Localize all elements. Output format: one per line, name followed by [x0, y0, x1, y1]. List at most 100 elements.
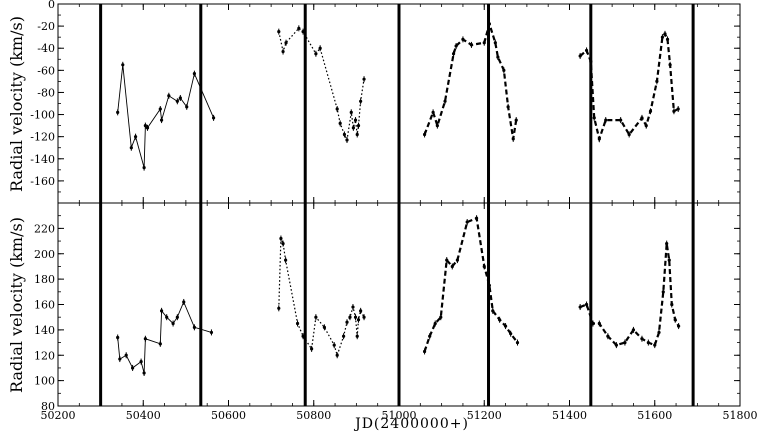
x-tick-label: 51000 — [382, 409, 417, 422]
data-point — [514, 118, 518, 122]
data-point — [279, 236, 283, 241]
data-point — [597, 137, 601, 141]
data-point — [171, 321, 175, 326]
data-point — [665, 37, 670, 41]
data-point — [118, 357, 122, 361]
data-point — [143, 337, 147, 341]
x-tick-label: 50400 — [126, 409, 161, 422]
data-point — [362, 77, 366, 81]
lower-panel: 80 100 120 140 160 180 200 220 50200 50400 50600 50… — [34, 202, 758, 422]
y-tick-label: 140 — [34, 324, 55, 337]
data-point — [493, 41, 497, 45]
data-point — [506, 105, 510, 109]
y-tick-label: 80 — [41, 400, 55, 413]
data-point — [482, 264, 486, 269]
data-point — [640, 337, 644, 341]
data-point — [676, 107, 680, 111]
y-tick-label: -140 — [30, 153, 55, 166]
data-point — [497, 318, 502, 322]
series-line-1 — [117, 300, 212, 374]
data-point — [338, 121, 342, 125]
data-point — [578, 305, 582, 309]
series-line-3 — [423, 19, 518, 140]
data-point — [314, 315, 318, 319]
data-point — [301, 30, 305, 34]
data-point — [130, 366, 135, 370]
y-tick-label: 160 — [34, 299, 55, 312]
data-point — [277, 30, 281, 34]
y-tick-label: -80 — [37, 86, 55, 99]
data-point — [509, 332, 513, 336]
data-point — [345, 320, 349, 324]
data-point — [461, 37, 465, 41]
data-point — [653, 343, 657, 347]
data-point — [670, 302, 674, 307]
data-point — [133, 135, 138, 139]
data-point — [192, 325, 196, 329]
data-point — [185, 105, 189, 109]
data-point — [584, 48, 589, 53]
data-point — [578, 54, 582, 58]
data-point — [301, 334, 305, 338]
data-point — [465, 220, 469, 224]
data-point — [348, 315, 352, 319]
data-point — [655, 79, 659, 83]
x-tick-label: 51600 — [637, 409, 672, 422]
data-point — [281, 49, 285, 54]
data-point — [627, 132, 631, 137]
data-point — [443, 99, 447, 103]
y-tick-label: -160 — [30, 175, 55, 188]
data-point — [335, 107, 339, 111]
x-tick-label: 51200 — [467, 409, 502, 422]
data-point — [341, 334, 346, 338]
data-point — [359, 99, 363, 103]
data-point — [503, 324, 508, 328]
data-point — [648, 109, 653, 113]
data-point — [614, 343, 618, 347]
data-point — [345, 138, 349, 142]
data-point — [277, 306, 281, 310]
x-axis-label: JD(2400000+) — [353, 416, 469, 431]
data-point — [487, 22, 491, 26]
data-point — [142, 371, 146, 375]
data-point — [589, 59, 593, 64]
data-point — [145, 126, 150, 130]
data-point — [606, 334, 610, 338]
data-point — [353, 315, 358, 319]
data-point — [351, 305, 355, 309]
y-tick-label: -40 — [37, 42, 55, 55]
data-point — [604, 118, 608, 122]
data-point — [672, 109, 676, 113]
data-point — [175, 99, 179, 103]
data-point — [158, 342, 162, 346]
data-point — [487, 283, 491, 288]
data-point — [192, 72, 196, 76]
data-point — [474, 216, 479, 220]
data-point — [353, 118, 358, 122]
data-point — [332, 343, 336, 347]
data-point — [431, 110, 435, 114]
data-point — [129, 146, 133, 150]
data-point — [584, 302, 589, 307]
x-tick-label: 50200 — [41, 409, 76, 422]
upper-panel: 0 -20 -40 -60 -80 -100 -120 -140 -160 — [30, 0, 741, 204]
data-point — [116, 335, 120, 340]
data-point — [167, 94, 171, 98]
data-point — [422, 349, 427, 354]
data-point — [673, 318, 677, 322]
data-point — [451, 52, 456, 56]
data-point — [143, 124, 147, 128]
data-point — [342, 132, 347, 137]
data-point — [349, 110, 353, 114]
data-point — [619, 118, 623, 122]
data-point — [310, 347, 314, 351]
data-point — [335, 353, 339, 357]
y-tick-label: 100 — [34, 375, 55, 388]
x-tick-label: 50800 — [296, 409, 331, 422]
data-point — [439, 315, 443, 319]
y-tick-label: 180 — [34, 273, 55, 286]
data-point — [455, 258, 459, 262]
data-point — [362, 315, 366, 319]
data-point — [667, 258, 671, 262]
data-point — [139, 359, 143, 364]
